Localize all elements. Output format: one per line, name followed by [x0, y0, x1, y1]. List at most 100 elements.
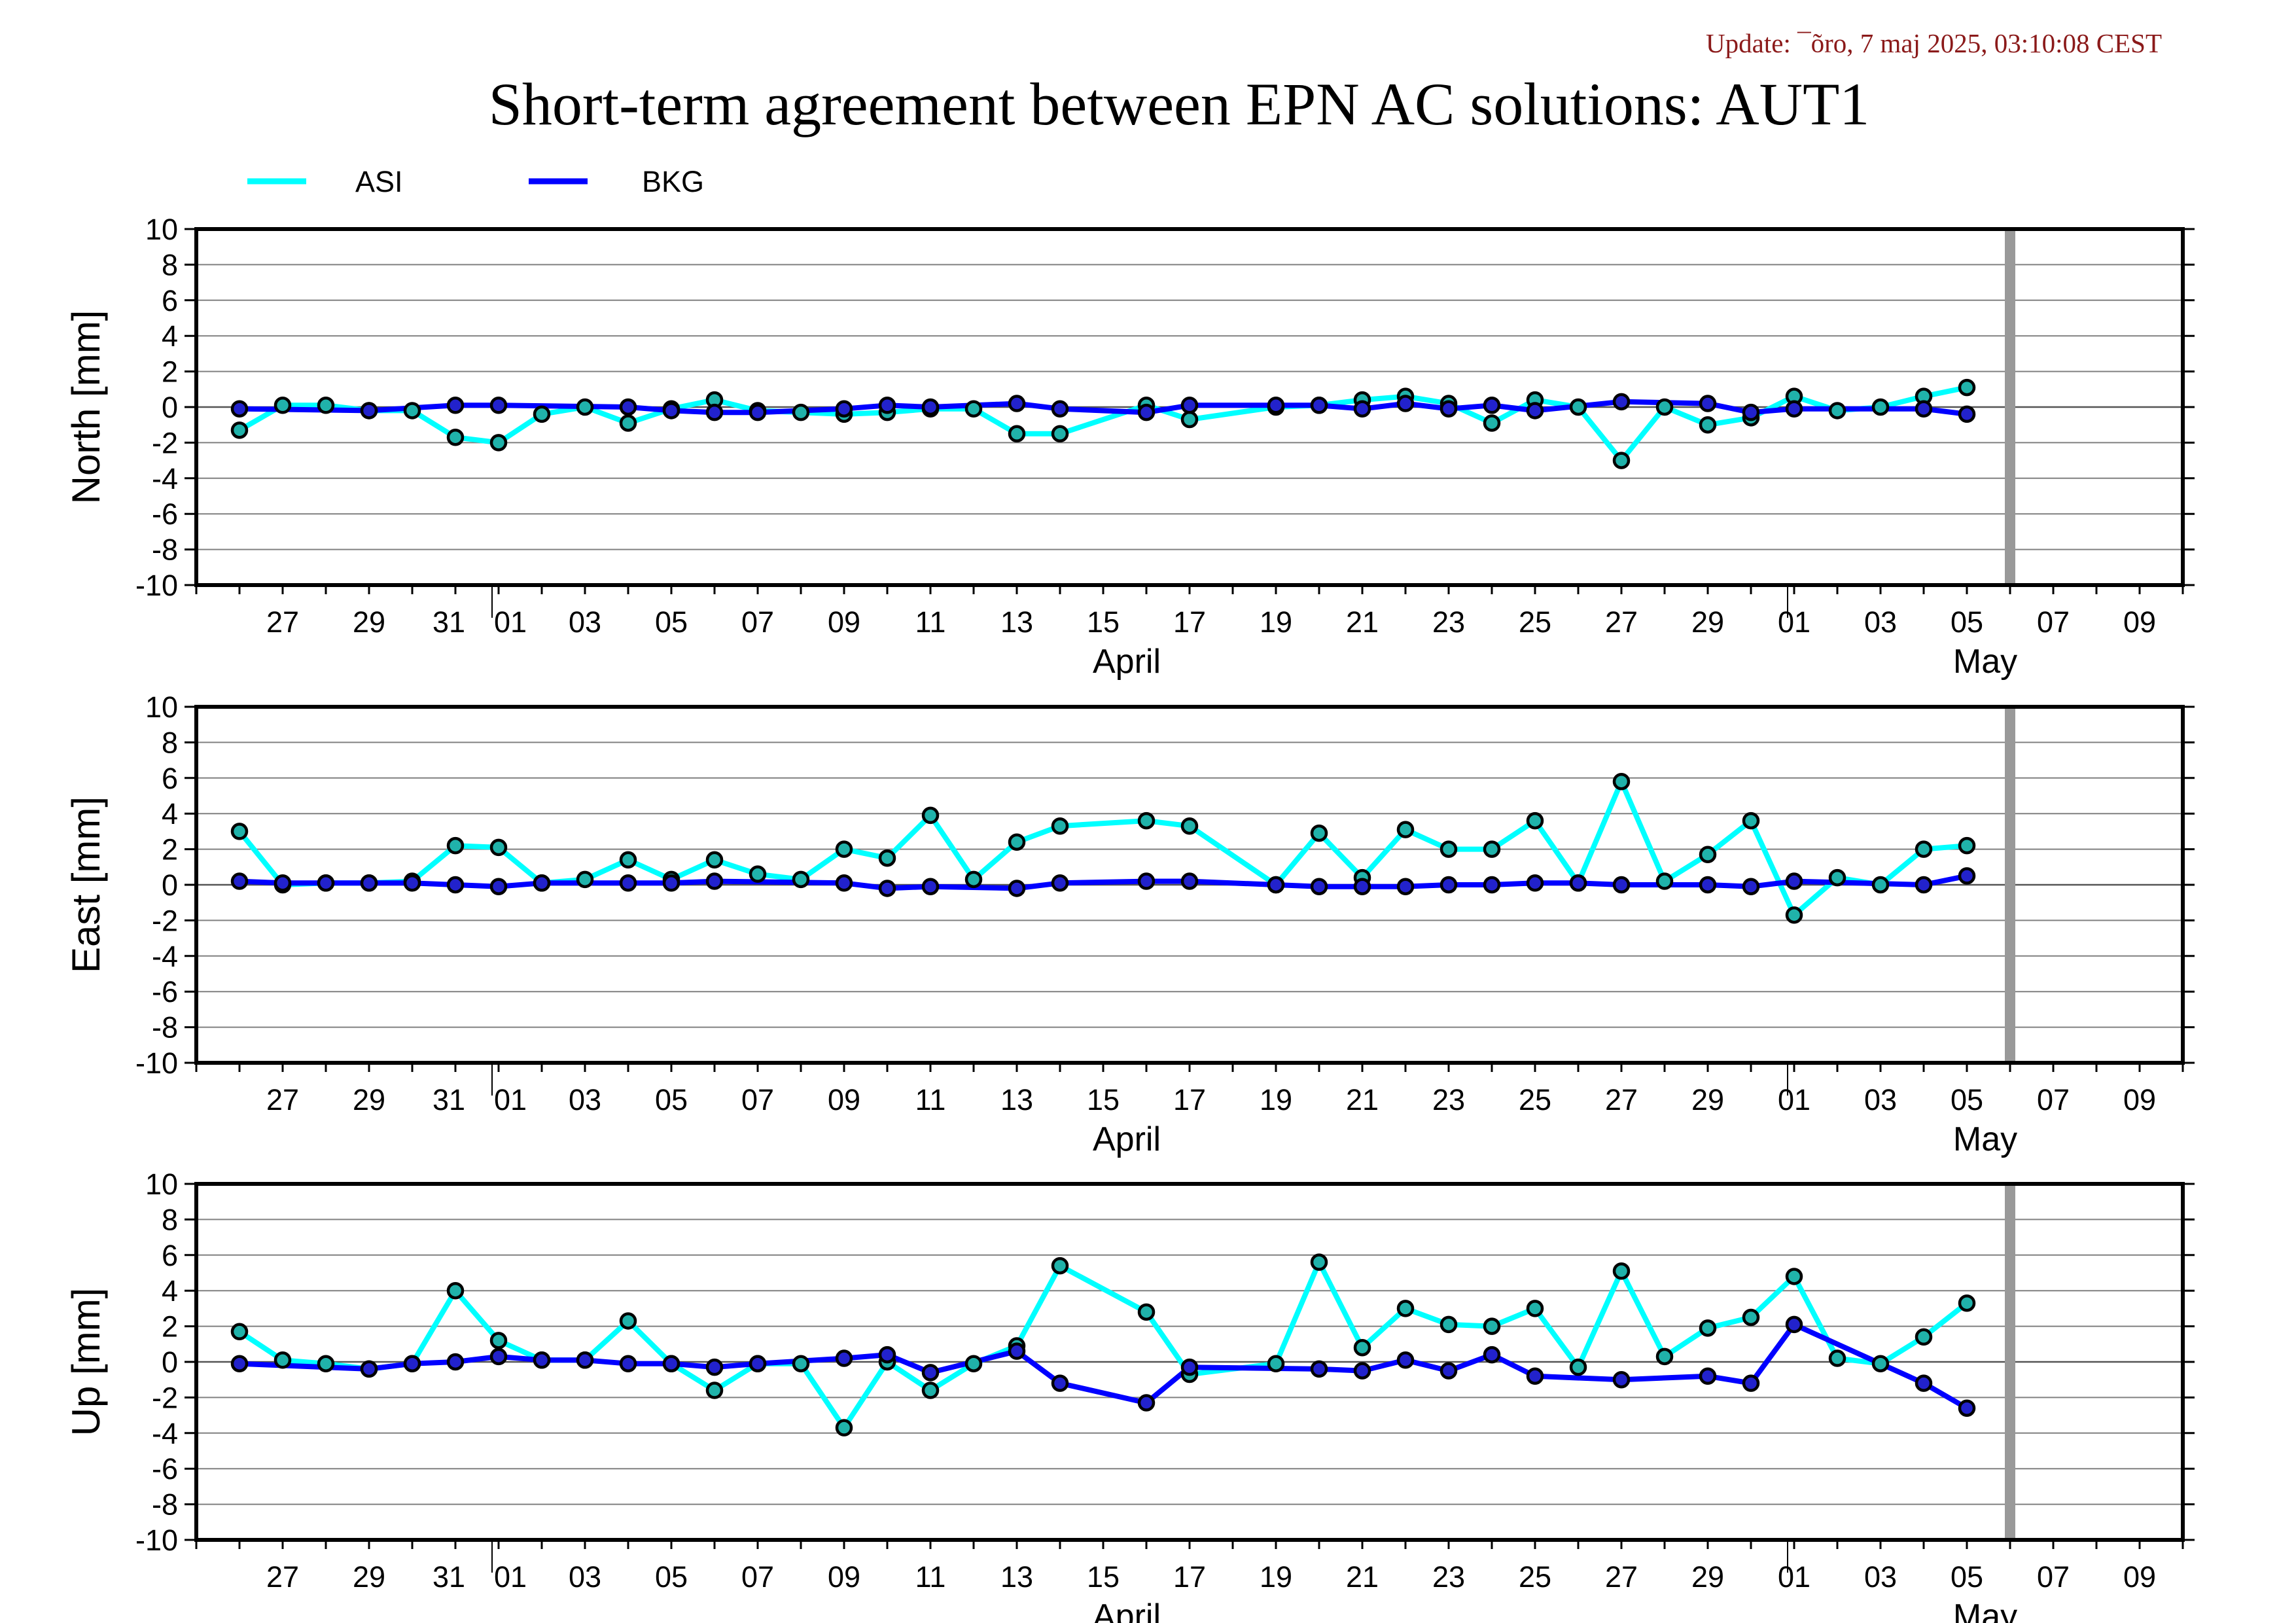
data-point-asi	[1526, 1300, 1544, 1317]
x-tick-label: 01	[494, 1560, 527, 1594]
x-tick-label: 27	[1605, 605, 1638, 639]
data-point-bkg	[1396, 878, 1415, 895]
data-point-asi	[230, 1323, 249, 1341]
data-point-asi	[705, 851, 724, 869]
data-point-asi	[1699, 846, 1717, 864]
data-point-bkg	[1785, 1315, 1803, 1334]
data-point-asi	[1396, 1300, 1415, 1317]
data-point-bkg	[274, 874, 292, 892]
data-point-bkg	[1958, 867, 1976, 885]
y-tick-label: 4	[162, 1274, 178, 1308]
x-tick-label: 03	[569, 1083, 601, 1116]
data-point-bkg	[1612, 1370, 1631, 1389]
data-point-bkg	[1180, 397, 1199, 414]
data-point-asi	[1958, 378, 1976, 397]
y-tick-label: -4	[152, 1417, 178, 1450]
data-point-bkg	[878, 397, 896, 414]
data-point-bkg	[360, 402, 378, 419]
x-tick-label: 17	[1173, 1560, 1206, 1594]
data-point-asi	[1785, 1268, 1803, 1285]
plot-frame	[194, 1182, 2185, 1542]
data-point-asi	[878, 849, 896, 867]
data-point-bkg	[1353, 400, 1371, 418]
data-point-bkg	[403, 1355, 421, 1372]
data-point-bkg	[230, 1355, 249, 1372]
y-tick-label: -8	[152, 1011, 178, 1044]
y-tick-label: -8	[152, 533, 178, 567]
data-point-asi	[921, 806, 940, 825]
x-tick-label: 21	[1346, 605, 1379, 639]
data-point-bkg	[446, 397, 465, 414]
x-tick-label: 27	[1605, 1560, 1638, 1594]
data-point-asi	[1483, 414, 1501, 432]
data-point-asi	[1439, 840, 1458, 858]
data-point-bkg	[576, 1351, 594, 1369]
data-point-bkg	[533, 1351, 551, 1369]
data-point-asi	[1871, 876, 1890, 894]
data-point-asi	[1612, 772, 1631, 791]
x-tick-label: 29	[1691, 605, 1724, 639]
plot-frame	[194, 227, 2185, 587]
x-tick-label: 21	[1346, 1560, 1379, 1594]
data-point-bkg	[705, 1358, 724, 1376]
data-point-asi	[1310, 824, 1328, 842]
data-point-bkg	[835, 400, 853, 418]
y-tick-label: 4	[162, 797, 178, 830]
data-point-asi	[619, 1312, 637, 1330]
data-point-bkg	[1915, 400, 1933, 418]
x-tick-label: 29	[1691, 1560, 1724, 1594]
data-point-bkg	[619, 874, 637, 892]
x-tick-label: 27	[266, 1560, 299, 1594]
x-tick-label: 29	[353, 1560, 385, 1594]
y-tick-label: -2	[152, 426, 178, 459]
data-point-asi	[1828, 1349, 1846, 1367]
data-point-asi	[1612, 1262, 1631, 1280]
y-tick-label: -6	[152, 1452, 178, 1486]
x-tick-label: 23	[1432, 1083, 1465, 1116]
data-point-bkg	[878, 1346, 896, 1364]
data-point-asi	[1699, 1319, 1717, 1337]
data-point-asi	[1915, 840, 1933, 858]
data-point-bkg	[921, 878, 940, 895]
data-point-bkg	[1569, 874, 1587, 892]
data-point-bkg	[662, 1355, 680, 1372]
x-tick-label: 25	[1519, 1560, 1551, 1594]
data-point-bkg	[749, 1355, 767, 1372]
x-tick-label: 15	[1087, 1083, 1120, 1116]
data-point-asi	[1180, 817, 1199, 835]
data-point-asi	[576, 398, 594, 416]
data-point-bkg	[662, 874, 680, 892]
y-tick-label: 8	[162, 1203, 178, 1236]
data-point-bkg	[1051, 874, 1069, 892]
data-point-asi	[1569, 1358, 1587, 1376]
update-timestamp: Update: ¯õro, 7 maj 2025, 03:10:08 CEST	[1706, 28, 2162, 58]
data-point-bkg	[1915, 1374, 1933, 1392]
data-point-asi	[1353, 1338, 1371, 1357]
x-tick-label: 09	[2123, 605, 2156, 639]
data-point-bkg	[1008, 395, 1026, 412]
data-point-bkg	[1439, 400, 1458, 418]
data-point-asi	[533, 405, 551, 423]
x-tick-label: 27	[1605, 1083, 1638, 1116]
data-point-bkg	[489, 397, 508, 414]
data-point-bkg	[1353, 878, 1371, 895]
x-tick-label: 01	[1778, 605, 1810, 639]
data-point-bkg	[1483, 397, 1501, 414]
data-point-bkg	[878, 880, 896, 897]
x-tick-label: 05	[655, 1560, 688, 1594]
x-tick-label: 07	[2037, 1560, 2070, 1594]
data-point-asi	[705, 1382, 724, 1399]
x-tick-label: 17	[1173, 605, 1206, 639]
y-tick-label: 10	[145, 1168, 178, 1201]
current-day-marker	[2005, 1184, 2015, 1540]
data-point-asi	[1267, 1355, 1285, 1372]
data-point-bkg	[1742, 403, 1760, 421]
data-point-bkg	[705, 872, 724, 890]
data-point-asi	[1569, 398, 1587, 416]
data-point-bkg	[1008, 1342, 1026, 1360]
data-point-asi	[1483, 1317, 1501, 1335]
x-tick-label: 09	[828, 605, 860, 639]
x-tick-label: 07	[2037, 1083, 2070, 1116]
x-tick-label: 05	[1951, 605, 1983, 639]
